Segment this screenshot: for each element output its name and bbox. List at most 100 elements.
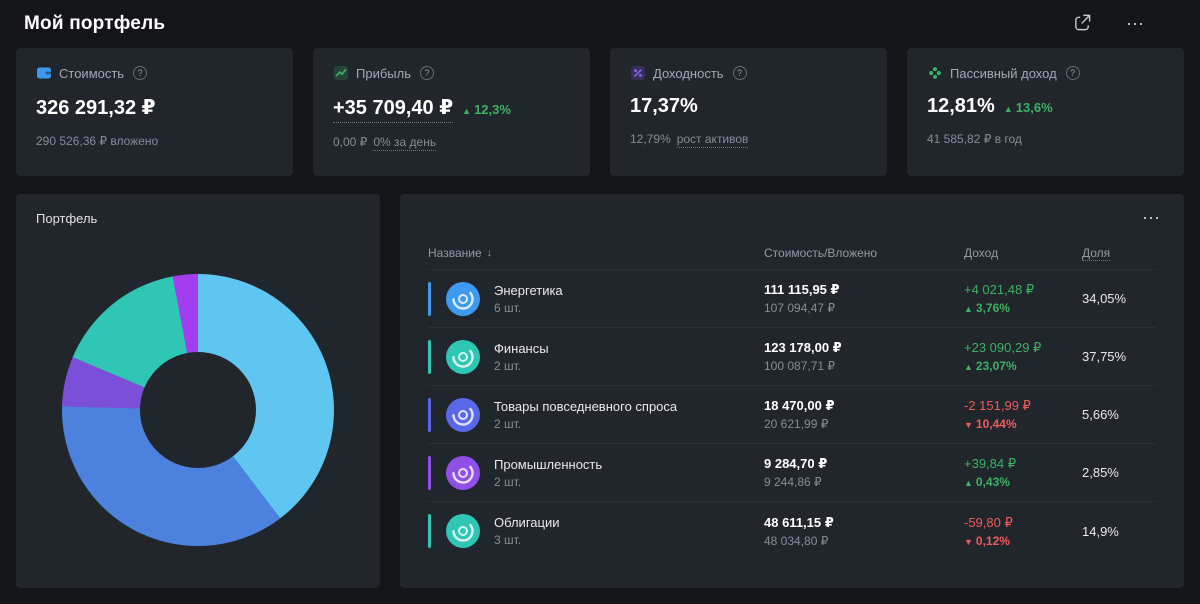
row-invested: 9 244,86 ₽	[764, 475, 822, 489]
row-income-percent-text: 23,07%	[975, 359, 1017, 373]
share-icon	[1073, 14, 1092, 36]
stat-card-top: Прибыль ?	[333, 65, 570, 81]
column-label: Доход	[964, 245, 999, 260]
row-value: 123 178,00 ₽	[764, 340, 842, 355]
row-quantity: 2 шт.	[494, 416, 522, 431]
table-row[interactable]: Финансы 2 шт. 123 178,00 ₽ 100 087,71 ₽ …	[428, 328, 1156, 386]
stat-value-row: 17,37%	[630, 95, 867, 120]
stat-value[interactable]: +35 709,40 ₽	[333, 95, 454, 123]
row-income-percent: ▲ 23,07%	[964, 359, 1082, 373]
help-icon[interactable]: ?	[133, 66, 148, 80]
stat-card-top: Пассивный доход ?	[927, 65, 1164, 81]
page-header: Мой портфель ⋯	[0, 0, 1200, 40]
share-button[interactable]	[1071, 11, 1094, 37]
help-icon[interactable]: ?	[419, 66, 434, 80]
stat-subtext: 12,79% рост активов	[630, 132, 867, 148]
row-income-percent-text: 10,44%	[975, 417, 1017, 431]
stat-subtext: 290 526,36 ₽ вложено	[36, 134, 273, 149]
row-income: +23 090,29 ₽	[964, 340, 1042, 355]
row-income-percent: ▼ 10,44%	[964, 417, 1082, 431]
row-income: +39,84 ₽	[964, 456, 1017, 471]
stat-delta: ▲ 12,3%	[462, 102, 511, 117]
value-cell: 18 470,00 ₽ 20 621,99 ₽	[764, 398, 964, 431]
donut-chart[interactable]	[62, 274, 334, 546]
stat-label: Пассивный доход	[950, 65, 1057, 81]
stat-card-top: Стоимость ?	[36, 65, 273, 81]
stat-card[interactable]: Доходность ? 17,37% 12,79% рост активов	[610, 48, 887, 176]
table-row[interactable]: Товары повседневного спроса 2 шт. 18 470…	[428, 386, 1156, 444]
stat-subtext-part[interactable]: 0% за день	[373, 135, 437, 151]
stat-delta-text: 13,6%	[1015, 100, 1053, 115]
row-value: 111 115,95 ₽	[764, 282, 840, 297]
stat-value-row: 326 291,32 ₽	[36, 95, 273, 122]
sector-icon	[446, 455, 480, 490]
table-row[interactable]: Промышленность 2 шт. 9 284,70 ₽ 9 244,86…	[428, 444, 1156, 502]
row-name: Финансы	[494, 340, 549, 356]
stat-label: Стоимость	[59, 65, 125, 81]
stat-value: 17,37%	[630, 95, 698, 117]
stat-delta-text: 12,3%	[474, 102, 511, 117]
row-accent-bar	[428, 514, 431, 548]
row-income-percent-text: 0,43%	[975, 475, 1010, 489]
stat-card[interactable]: Прибыль ? +35 709,40 ₽ ▲ 12,3% 0,00 ₽ 0% з…	[313, 48, 590, 176]
income-cell: -59,80 ₽ ▼ 0,12%	[964, 515, 1082, 548]
column-header-value[interactable]: Стоимость/Вложено	[764, 246, 964, 260]
value-cell: 48 611,15 ₽ 48 034,80 ₽	[764, 515, 964, 548]
stat-subtext-part: 41 585,82 ₽ в год	[927, 132, 1022, 146]
row-income-percent-text: 3,76%	[975, 301, 1010, 315]
name-cell: Энергетика 6 шт.	[494, 283, 764, 315]
row-quantity: 6 шт.	[494, 300, 522, 315]
row-invested: 48 034,80 ₽	[764, 533, 829, 548]
row-accent-bar	[428, 397, 431, 432]
trend-arrow-icon: ▲	[964, 362, 973, 372]
income-cell: +39,84 ₽ ▲ 0,43%	[964, 456, 1082, 489]
stat-value-row: 12,81% ▲ 13,6%	[927, 95, 1164, 120]
name-cell: Финансы 2 шт.	[494, 341, 764, 373]
name-cell: Промышленность 2 шт.	[494, 457, 764, 489]
ellipsis-icon: ⋯	[1142, 208, 1160, 228]
table-row[interactable]: Облигации 3 шт. 48 611,15 ₽ 48 034,80 ₽ …	[428, 502, 1156, 560]
column-header-name[interactable]: Название ↓	[428, 246, 764, 260]
row-quantity: 2 шт.	[494, 474, 522, 489]
column-header-share[interactable]: Доля	[1082, 245, 1156, 261]
table-row[interactable]: Энергетика 6 шт. 111 115,95 ₽ 107 094,47…	[428, 270, 1156, 328]
row-quantity: 2 шт.	[494, 358, 522, 373]
sector-icon	[446, 397, 480, 432]
stat-label: Прибыль	[356, 65, 411, 81]
row-name: Промышленность	[494, 456, 603, 472]
value-cell: 9 284,70 ₽ 9 244,86 ₽	[764, 456, 964, 489]
row-quantity: 3 шт.	[494, 533, 522, 547]
row-income-percent: ▼ 0,12%	[964, 534, 1082, 548]
row-invested: 107 094,47 ₽	[764, 301, 836, 315]
value-cell: 123 178,00 ₽ 100 087,71 ₽	[764, 340, 964, 373]
stat-subtext-part[interactable]: рост активов	[676, 132, 749, 148]
row-accent-bar	[428, 339, 431, 374]
stat-subtext-part: 290 526,36 ₽ вложено	[36, 134, 159, 148]
stat-label: Доходность	[653, 65, 724, 81]
trend-arrow-icon: ▲	[462, 106, 472, 116]
main-content: Портфель ⋯ Название ↓ Стоимость/Вложено …	[0, 176, 1200, 588]
column-header-income[interactable]: Доход	[964, 246, 1082, 260]
stat-card[interactable]: Стоимость ? 326 291,32 ₽ 290 526,36 ₽ вл…	[16, 48, 293, 176]
table-header: Название ↓ Стоимость/Вложено Доход Доля	[428, 240, 1156, 270]
help-icon[interactable]: ?	[732, 66, 747, 80]
trend-arrow-icon: ▼	[964, 420, 973, 430]
row-income-percent-text: 0,12%	[975, 533, 1010, 548]
row-income-percent: ▲ 3,76%	[964, 301, 1082, 315]
row-income: -2 151,99 ₽	[964, 398, 1031, 413]
table-more-button[interactable]: ⋯	[1140, 207, 1162, 229]
row-income: +4 021,48 ₽	[964, 282, 1035, 297]
stat-card[interactable]: Пассивный доход ? 12,81% ▲ 13,6% 41 585,8…	[907, 48, 1184, 176]
portfolio-chart-panel: Портфель	[16, 194, 380, 588]
header-more-button[interactable]: ⋯	[1124, 13, 1146, 35]
row-share: 14,9%	[1082, 523, 1119, 539]
row-value: 18 470,00 ₽	[764, 398, 835, 413]
row-name: Облигации	[494, 515, 560, 530]
sector-icon	[446, 514, 480, 548]
column-label: Название	[428, 245, 482, 260]
row-share: 5,66%	[1082, 407, 1119, 422]
sort-icon: ↓	[486, 246, 493, 259]
help-icon[interactable]: ?	[1065, 66, 1080, 80]
row-accent-bar	[428, 455, 431, 490]
